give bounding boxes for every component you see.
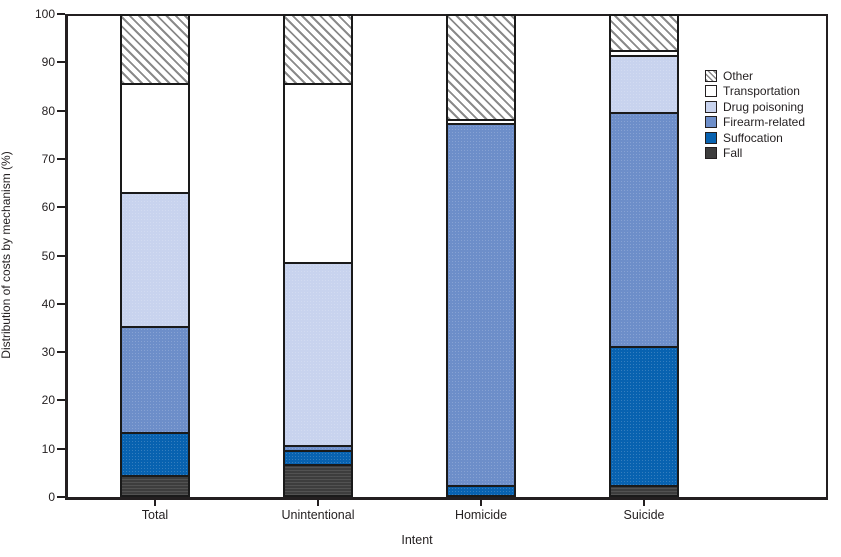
- x-category-label-homicide: Homicide: [454, 508, 508, 522]
- x-category-label-total: Total: [141, 508, 169, 522]
- legend-swatch-fall-icon: [705, 147, 717, 160]
- y-tick-label-70: 70: [41, 151, 55, 166]
- bar-segment-total-other: [120, 14, 190, 85]
- legend-item-suffocation: Suffocation: [705, 130, 805, 146]
- legend-label-transportation: Transportation: [723, 84, 800, 99]
- y-axis-line: [65, 14, 68, 500]
- y-tick-label-30: 30: [41, 345, 55, 360]
- bar-segment-unintentional-fall: [283, 464, 353, 497]
- legend-label-suffocation: Suffocation: [723, 130, 783, 145]
- legend-item-transportation: Transportation: [705, 84, 805, 100]
- y-tick-mark-80: [57, 109, 65, 112]
- x-axis-line: [65, 497, 828, 500]
- bar-total: [120, 14, 190, 497]
- plot-right-border: [826, 14, 828, 500]
- bar-segment-suicide-drug-poisoning: [609, 55, 679, 115]
- y-tick-mark-20: [57, 399, 65, 402]
- y-tick-label-40: 40: [41, 296, 55, 311]
- legend-item-drug-poisoning: Drug poisoning: [705, 99, 805, 115]
- y-tick-label-0: 0: [48, 490, 55, 504]
- bar-segment-suicide-other: [609, 14, 679, 53]
- bar-segment-total-suffocation: [120, 431, 190, 478]
- y-tick-label-100: 100: [34, 7, 55, 21]
- y-axis-label: Distribution of costs by mechanism (%): [0, 151, 13, 359]
- bar-segment-homicide-firearm-related: [446, 123, 516, 487]
- bar-segment-total-fall: [120, 475, 190, 497]
- legend-swatch-other-icon: [705, 69, 717, 82]
- y-tick-label-60: 60: [41, 200, 55, 215]
- legend-item-other: Other: [705, 68, 805, 84]
- y-tick-label-50: 50: [41, 248, 55, 263]
- x-tick-mark-homicide: [480, 500, 482, 506]
- bar-segment-total-drug-poisoning: [120, 191, 190, 328]
- x-axis-label: Intent: [401, 533, 433, 547]
- x-category-label-unintentional: Unintentional: [281, 508, 355, 522]
- bar-segment-suicide-firearm-related: [609, 112, 679, 348]
- y-tick-mark-10: [57, 447, 65, 450]
- bar-segment-homicide-other: [446, 14, 516, 121]
- bar-unintentional: [283, 14, 353, 497]
- bar-segment-unintentional-drug-poisoning: [283, 262, 353, 448]
- y-tick-label-10: 10: [41, 441, 55, 456]
- y-tick-mark-30: [57, 351, 65, 354]
- y-tick-mark-40: [57, 302, 65, 305]
- legend-label-other: Other: [723, 68, 754, 83]
- bar-segment-unintentional-suffocation: [283, 449, 353, 467]
- bar-homicide: [446, 14, 516, 497]
- bar-segment-suicide-suffocation: [609, 345, 679, 488]
- legend-item-firearm-related: Firearm-related: [705, 115, 805, 131]
- bar-segment-unintentional-transportation: [283, 82, 353, 265]
- legend-swatch-suffocation-icon: [705, 131, 717, 144]
- y-tick-mark-60: [57, 206, 65, 209]
- legend: Other Transportation Drug poisoning Firearm…: [705, 68, 805, 161]
- y-tick-mark-70: [57, 157, 65, 160]
- y-tick-mark-0: [57, 496, 65, 498]
- x-tick-mark-unintentional: [317, 500, 319, 506]
- y-tick-mark-50: [57, 254, 65, 257]
- x-tick-mark-suicide: [643, 500, 645, 506]
- x-tick-mark-total: [154, 500, 156, 506]
- x-category-label-suicide: Suicide: [623, 508, 665, 522]
- legend-swatch-transportation-icon: [705, 85, 717, 98]
- y-tick-mark-100: [57, 13, 65, 15]
- legend-item-fall: Fall: [705, 146, 805, 162]
- legend-swatch-firearm-related-icon: [705, 116, 717, 129]
- bar-suicide: [609, 14, 679, 497]
- y-tick-mark-90: [57, 61, 65, 64]
- legend-label-firearm-related: Firearm-related: [723, 115, 806, 130]
- y-tick-label-20: 20: [41, 393, 55, 408]
- y-tick-label-90: 90: [41, 55, 55, 70]
- legend-swatch-drug-poisoning-icon: [705, 100, 717, 113]
- y-tick-label-80: 80: [41, 103, 55, 118]
- legend-label-drug-poisoning: Drug poisoning: [723, 99, 804, 114]
- bar-segment-total-firearm-related: [120, 325, 190, 434]
- legend-label-fall: Fall: [723, 146, 743, 161]
- bar-segment-total-transportation: [120, 82, 190, 194]
- bar-segment-unintentional-other: [283, 14, 353, 85]
